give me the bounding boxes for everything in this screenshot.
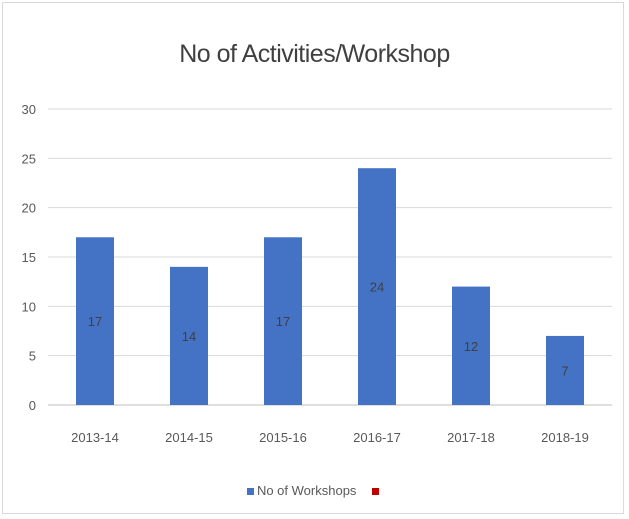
y-tick-label: 0: [29, 398, 36, 413]
x-tick-label: 2016-17: [353, 430, 401, 445]
data-labels: 17 14 17 24 12 7: [88, 280, 569, 379]
y-tick-label: 5: [29, 349, 36, 364]
legend: No of Workshops: [0, 482, 629, 498]
legend-label-workshops: No of Workshops: [256, 483, 357, 499]
x-tick-label: 2015-16: [259, 430, 307, 445]
x-tick-label: 2013-14: [71, 430, 119, 445]
y-tick-label: 15: [22, 250, 36, 265]
bar: [264, 237, 302, 405]
data-label: 14: [182, 329, 196, 344]
legend-swatch-workshops: [246, 488, 254, 496]
bar: [170, 266, 208, 405]
chart-title: No of Activities/Workshop: [179, 40, 450, 68]
bar: [358, 168, 396, 405]
y-axis-ticks: 0 5 10 15 20 25 30: [22, 102, 36, 413]
data-label: 12: [464, 339, 478, 354]
bar: [546, 335, 584, 405]
x-tick-label: 2018-19: [541, 430, 589, 445]
x-axis-ticks: 2013-14 2014-15 2015-16 2016-17 2017-18 2018-…: [71, 430, 589, 445]
bar: [76, 237, 114, 405]
y-tick-label: 10: [22, 299, 36, 314]
y-tick-label: 25: [22, 151, 36, 166]
y-tick-label: 20: [22, 201, 36, 216]
x-tick-label: 2014-15: [165, 430, 213, 445]
legend-swatch-series-2: [372, 488, 380, 496]
bar: [452, 286, 490, 405]
gridlines: [48, 108, 612, 406]
data-label: 17: [276, 314, 290, 329]
legend-item-workshops: No of Workshops: [246, 483, 357, 499]
y-tick-label: 30: [22, 102, 36, 117]
data-label: 24: [370, 280, 384, 295]
data-label: 7: [561, 363, 568, 378]
bars: [76, 168, 584, 405]
data-label: 17: [88, 314, 102, 329]
legend-item-series-2: [372, 483, 382, 498]
x-tick-label: 2017-18: [447, 430, 495, 445]
